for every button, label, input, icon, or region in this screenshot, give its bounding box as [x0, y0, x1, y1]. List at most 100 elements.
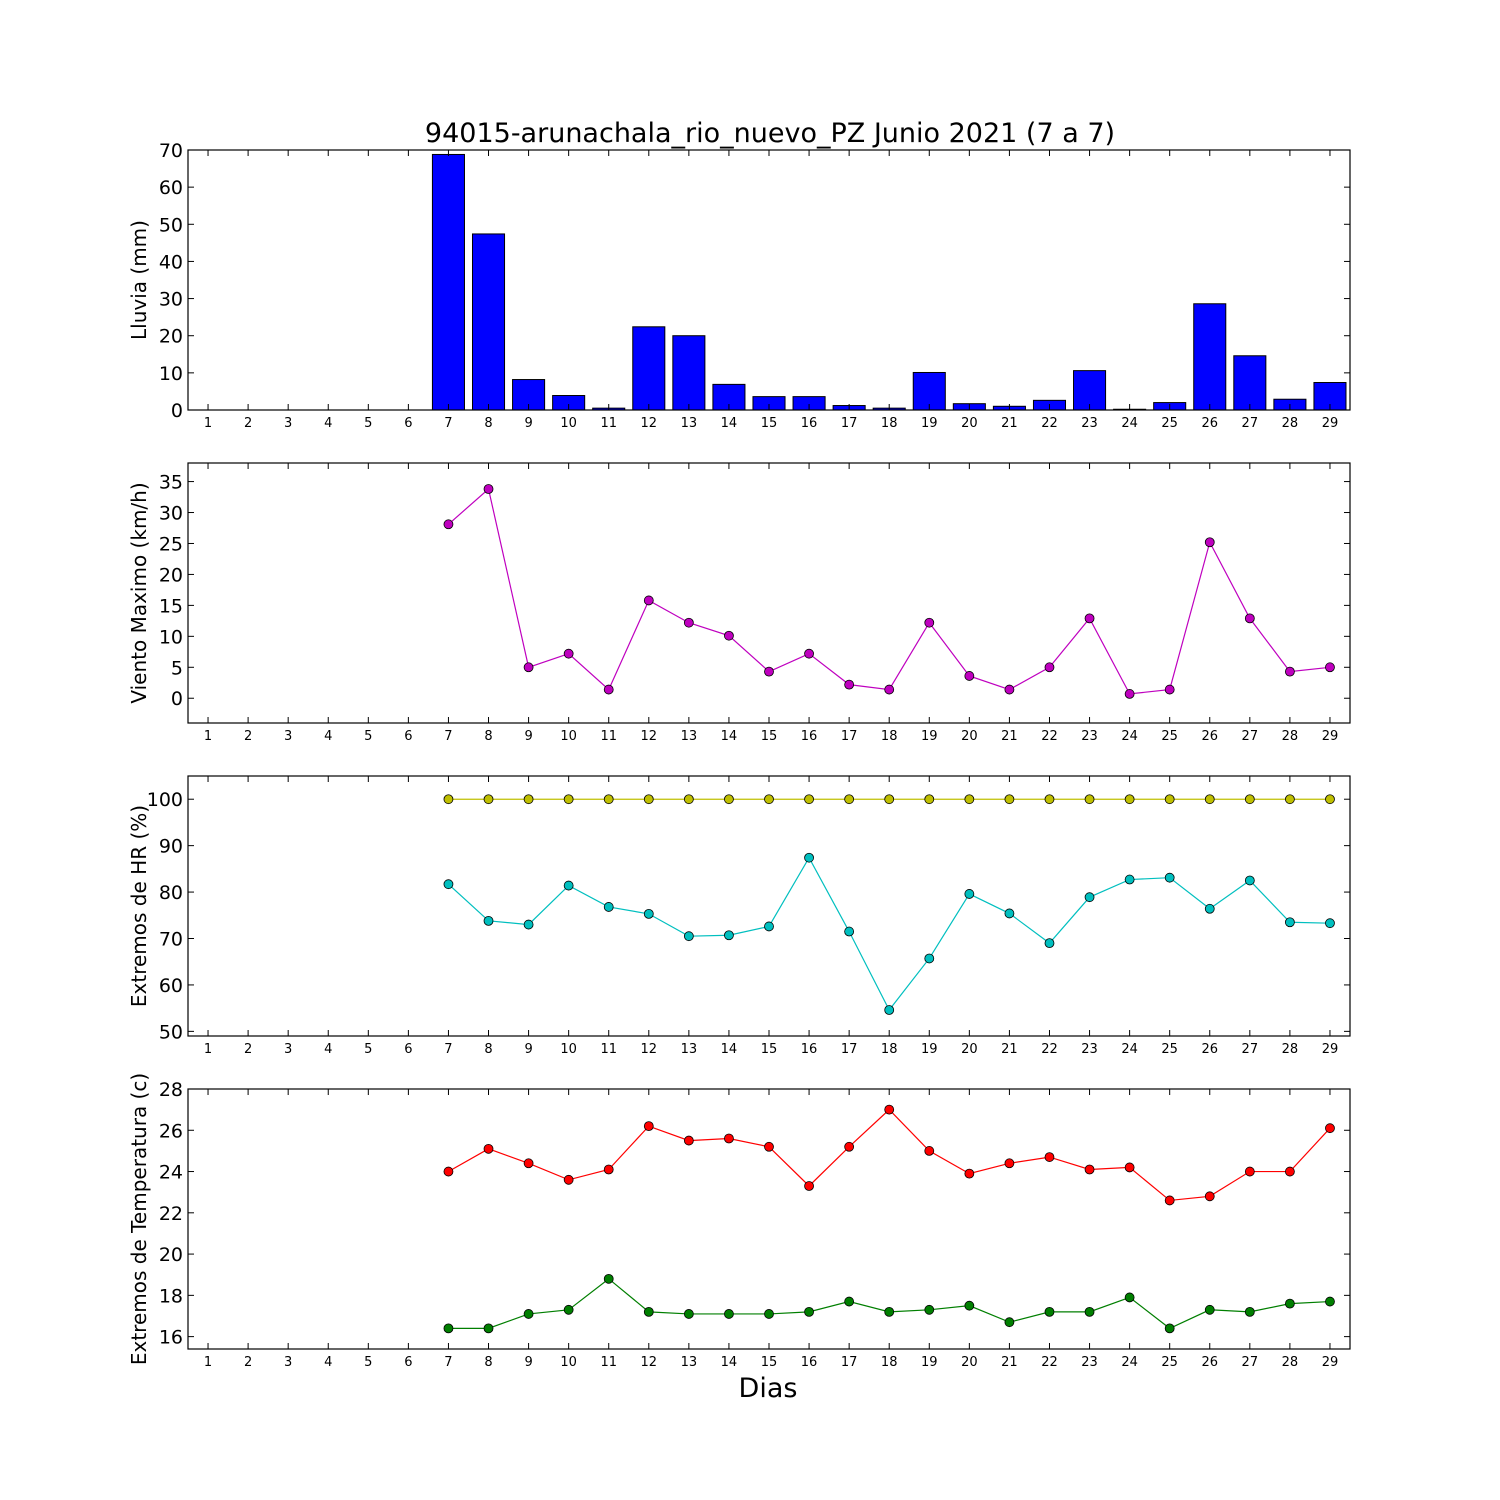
y-tick-label: 10: [159, 626, 183, 648]
point-series-1-day-12: [643, 908, 654, 919]
x-tick-label: 7: [444, 416, 452, 431]
point-series-0-day-7: [443, 794, 454, 805]
point-series-0-day-24: [1124, 794, 1135, 805]
subplots: 1 2 3 4 5 6 7 8 9 10 11 12 13 14 15 16 17 18 19 20 21 22 23 24 2…: [127, 140, 1351, 1370]
y-tick-label: 16: [159, 1327, 183, 1349]
x-tick-label: 7: [444, 729, 452, 744]
point-series-0-day-21: [1004, 684, 1015, 695]
x-tick-label: 29: [1322, 1355, 1339, 1370]
x-tick-label: 4: [324, 416, 332, 431]
point-series-0-day-22: [1044, 662, 1055, 673]
point-series-0-day-18: [884, 1104, 895, 1115]
point-series-0-day-17: [844, 794, 855, 805]
point-series-1-day-23: [1084, 892, 1095, 903]
point-series-1-day-25: [1164, 872, 1175, 883]
x-tick-label: 23: [1081, 416, 1098, 431]
y-tick-label: 25: [159, 533, 183, 555]
point-series-0-day-8: [483, 484, 494, 494]
point-series-0-day-17: [844, 1141, 855, 1152]
x-tick-label: 11: [600, 416, 617, 431]
point-series-0-day-12: [643, 794, 654, 805]
point-series-0-day-10: [563, 1174, 574, 1185]
point-series-0-day-23: [1084, 613, 1095, 624]
point-series-1-day-13: [683, 1309, 694, 1319]
y-tick-label: 50: [159, 214, 183, 236]
point-series-1-day-22: [1044, 938, 1055, 949]
point-series-1-day-8: [483, 915, 494, 926]
x-tick-label: 11: [600, 729, 617, 744]
x-tick-label: 22: [1041, 1042, 1058, 1057]
x-tick-label: 20: [961, 1042, 978, 1057]
y-tick-label: 70: [159, 929, 183, 951]
x-tick-label: 13: [681, 416, 698, 431]
x-tick-label: 23: [1081, 1355, 1098, 1370]
x-tick-label: 22: [1041, 416, 1058, 431]
point-series-1-day-13: [683, 931, 694, 942]
y-tick-label: 22: [159, 1203, 183, 1225]
x-tick-label: 5: [364, 1355, 372, 1370]
y-tick-label: 0: [171, 400, 183, 422]
point-series-0-day-29: [1325, 1123, 1335, 1134]
point-series-0-day-27: [1244, 794, 1255, 805]
point-series-1-day-23: [1084, 1306, 1095, 1317]
x-tick-label: 21: [1001, 1042, 1018, 1057]
point-series-1-day-9: [523, 919, 534, 930]
x-tick-label: 29: [1322, 416, 1339, 431]
point-series-1-day-19: [924, 953, 935, 964]
point-series-0-day-11: [603, 684, 614, 695]
x-tick-label: 27: [1242, 729, 1259, 744]
point-series-0-day-27: [1244, 613, 1255, 624]
point-series-0-day-21: [1004, 794, 1015, 805]
x-tick-label: 12: [641, 416, 658, 431]
y-tick-label: 20: [159, 564, 183, 586]
x-tick-label: 23: [1081, 729, 1098, 744]
point-series-0-day-28: [1284, 1166, 1295, 1177]
x-tick-label: 22: [1041, 729, 1058, 744]
x-tick-label: 28: [1282, 416, 1299, 431]
point-series-0-day-9: [523, 794, 534, 805]
y-tick-label: 100: [147, 789, 183, 811]
point-series-1-day-14: [724, 1309, 734, 1319]
axes-frame: [187, 462, 1351, 724]
y-tick-label: 24: [159, 1162, 183, 1184]
x-tick-label: 12: [641, 1355, 658, 1370]
point-series-1-day-7: [443, 879, 454, 890]
x-tick-label: 20: [961, 416, 978, 431]
point-series-0-day-26: [1204, 1191, 1215, 1202]
x-tick-label: 16: [801, 729, 818, 744]
point-series-0-day-20: [964, 794, 975, 805]
point-series-1-day-15: [764, 1309, 774, 1319]
y-tick-label: 5: [171, 657, 183, 679]
x-tick-label: 3: [284, 416, 292, 431]
x-tick-label: 6: [404, 1042, 412, 1057]
point-series-1-day-12: [643, 1306, 654, 1317]
point-series-0-day-8: [483, 1143, 494, 1154]
point-series-1-day-24: [1124, 1292, 1135, 1303]
y-axis-label: Extremos de HR (%): [127, 805, 151, 1007]
y-tick-label: 60: [159, 177, 183, 199]
point-series-1-day-11: [603, 902, 614, 912]
x-tick-label: 27: [1242, 1355, 1259, 1370]
y-tick-label: 20: [159, 326, 183, 348]
x-tick-label: 27: [1242, 1042, 1259, 1057]
point-series-0-day-13: [683, 1135, 694, 1146]
point-series-0-day-26: [1204, 794, 1215, 805]
x-tick-label: 17: [841, 1355, 858, 1370]
bar-day-19: [912, 371, 946, 411]
point-series-0-day-16: [804, 648, 814, 659]
bar-day-23: [1073, 370, 1107, 411]
x-tick-label: 19: [921, 1042, 938, 1057]
x-tick-label: 29: [1322, 729, 1339, 744]
x-tick-label: 29: [1322, 1042, 1339, 1057]
x-tick-label: 21: [1001, 1355, 1018, 1370]
x-tick-label: 25: [1161, 729, 1178, 744]
bar-day-13: [672, 335, 706, 411]
x-tick-label: 9: [524, 729, 532, 744]
x-tick-label: 18: [881, 1355, 898, 1370]
x-tick-label: 4: [324, 1042, 332, 1057]
y-tick-label: 28: [159, 1079, 183, 1101]
point-series-0-day-20: [964, 1168, 975, 1179]
x-tick-label: 16: [801, 416, 818, 431]
point-series-0-day-16: [804, 1181, 814, 1191]
